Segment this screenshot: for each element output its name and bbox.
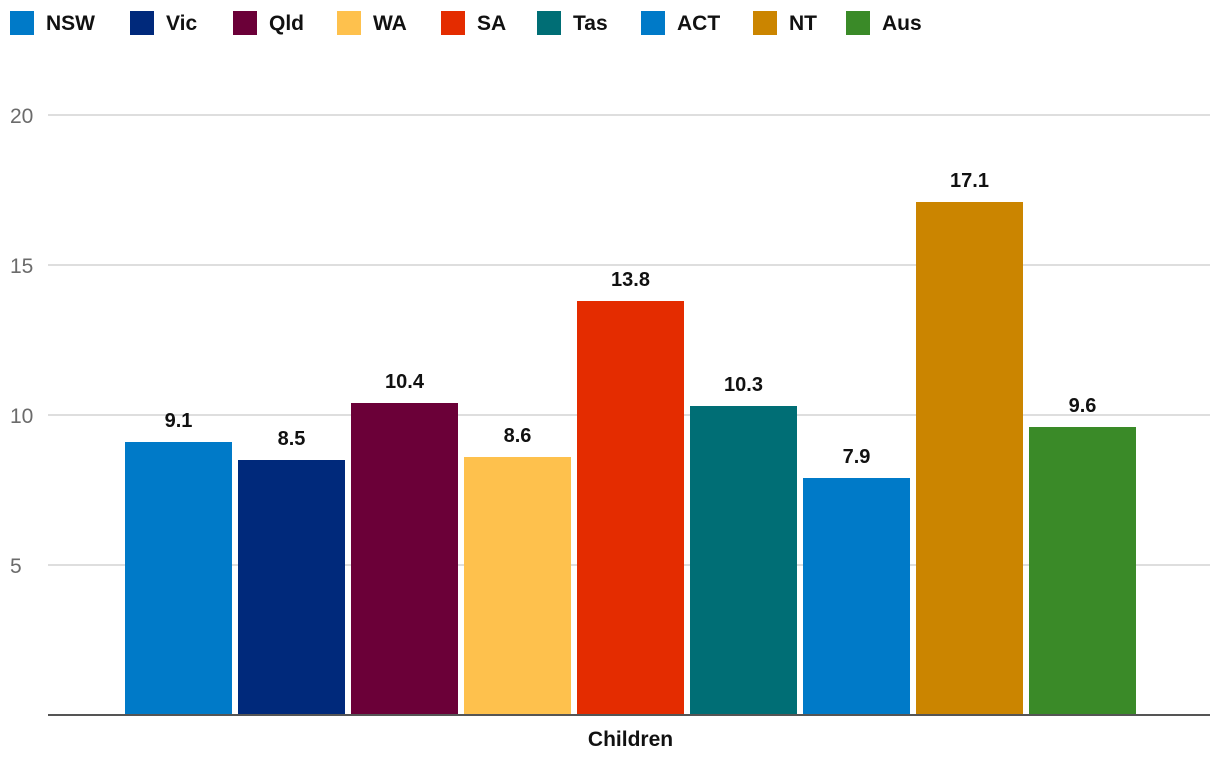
y-tick-label-10: 10 [10, 405, 33, 428]
y-tick-label-20: 20 [10, 105, 33, 128]
data-label-nt: 17.1 [950, 170, 989, 192]
legend-swatch-act [641, 11, 665, 35]
y-tick-label-5: 5 [10, 555, 22, 578]
data-label-qld: 10.4 [385, 371, 425, 393]
legend-label-vic: Vic [166, 12, 197, 35]
legend-label-nt: NT [789, 12, 817, 35]
data-label-aus: 9.6 [1069, 395, 1097, 417]
x-category-label: Children [588, 728, 673, 751]
legend-swatch-vic [130, 11, 154, 35]
legend-label-wa: WA [373, 12, 407, 35]
legend-swatch-tas [537, 11, 561, 35]
data-label-act: 7.9 [843, 446, 871, 468]
bar-qld [351, 403, 458, 715]
bar-nt [916, 202, 1023, 715]
data-label-vic: 8.5 [278, 428, 306, 450]
legend-label-tas: Tas [573, 12, 608, 35]
y-tick-label-15: 15 [10, 255, 33, 278]
bar-act [803, 478, 910, 715]
bar-wa [464, 457, 571, 715]
bar-nsw [125, 442, 232, 715]
legend-swatch-nsw [10, 11, 34, 35]
legend-label-qld: Qld [269, 12, 304, 35]
legend-swatch-aus [846, 11, 870, 35]
legend: NSW Vic Qld WA SA Tas ACT NT Aus [10, 11, 922, 35]
legend-label-sa: SA [477, 12, 506, 35]
legend-swatch-qld [233, 11, 257, 35]
bars [125, 202, 1136, 715]
data-label-sa: 13.8 [611, 269, 650, 291]
legend-swatch-wa [337, 11, 361, 35]
bar-tas [690, 406, 797, 715]
bar-sa [577, 301, 684, 715]
data-label-tas: 10.3 [724, 374, 763, 396]
legend-label-aus: Aus [882, 12, 922, 35]
legend-swatch-nt [753, 11, 777, 35]
legend-label-nsw: NSW [46, 12, 95, 35]
data-label-nsw: 9.1 [165, 410, 193, 432]
legend-swatch-sa [441, 11, 465, 35]
bar-aus [1029, 427, 1136, 715]
data-label-wa: 8.6 [504, 425, 532, 447]
legend-label-act: ACT [677, 12, 720, 35]
data-labels: 9.1 8.5 10.4 8.6 13.8 10.3 7.9 17.1 9.6 [165, 170, 1097, 468]
bar-vic [238, 460, 345, 715]
